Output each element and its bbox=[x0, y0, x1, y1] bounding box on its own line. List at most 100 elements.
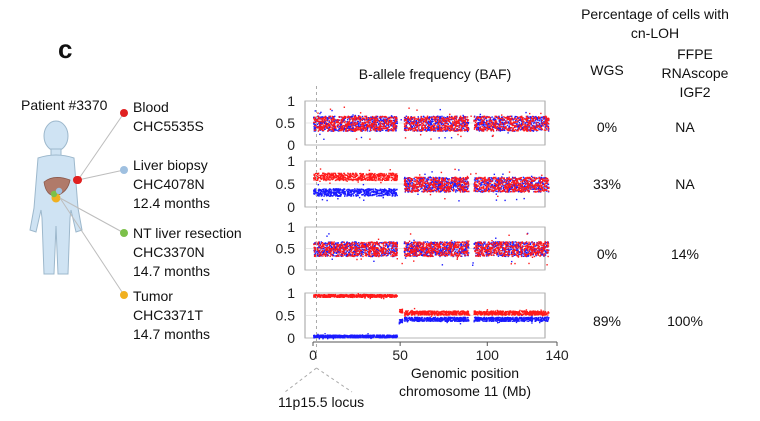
baf-point bbox=[342, 189, 345, 191]
baf-point bbox=[317, 112, 319, 114]
baf-point bbox=[485, 122, 487, 124]
baf-point bbox=[376, 115, 379, 118]
baf-point bbox=[358, 118, 360, 121]
baf-point bbox=[317, 178, 319, 180]
baf-point bbox=[342, 178, 344, 181]
baf-point bbox=[369, 175, 371, 177]
baf-point bbox=[319, 128, 321, 131]
baf-point bbox=[329, 173, 331, 176]
baf-point bbox=[347, 128, 350, 130]
baf-point bbox=[440, 128, 442, 130]
baf-point bbox=[396, 194, 398, 197]
baf-point bbox=[460, 117, 463, 119]
baf-point bbox=[429, 176, 431, 178]
baf-point bbox=[343, 191, 345, 193]
baf-point bbox=[320, 126, 323, 129]
baf-point bbox=[393, 190, 396, 192]
baf-point bbox=[494, 180, 497, 182]
sample-label-blood: Blood CHC5535S bbox=[133, 98, 204, 136]
baf-point bbox=[448, 121, 451, 123]
baf-point bbox=[387, 130, 389, 132]
baf-point bbox=[374, 179, 376, 182]
baf-point bbox=[370, 116, 372, 118]
baf-point bbox=[392, 122, 394, 125]
baf-point bbox=[385, 121, 388, 123]
baf-point bbox=[444, 127, 446, 129]
baf-point bbox=[543, 120, 545, 123]
baf-point bbox=[491, 128, 493, 131]
baf-point bbox=[328, 175, 331, 178]
baf-point bbox=[321, 129, 324, 131]
baf-point bbox=[392, 126, 395, 128]
baf-point bbox=[504, 122, 506, 124]
baf-point bbox=[329, 117, 331, 119]
baf-point bbox=[515, 120, 517, 123]
baf-point bbox=[420, 118, 422, 120]
baf-point bbox=[384, 125, 387, 128]
baf-point bbox=[427, 121, 430, 123]
baf-point bbox=[346, 180, 348, 182]
baf-point bbox=[475, 123, 478, 125]
baf-point bbox=[512, 129, 514, 131]
baf-point bbox=[455, 118, 458, 121]
baf-point bbox=[418, 123, 421, 126]
baf-point bbox=[360, 174, 363, 176]
baf-point bbox=[424, 124, 426, 127]
wgs-header: WGS bbox=[590, 62, 624, 78]
baf-point bbox=[466, 130, 469, 133]
ffpe-pct-liver-biopsy: NA bbox=[675, 176, 695, 192]
baf-point bbox=[543, 177, 546, 179]
baf-point bbox=[336, 124, 339, 127]
baf-point bbox=[320, 111, 322, 114]
baf-point bbox=[349, 117, 351, 120]
baf-point bbox=[486, 180, 488, 182]
baf-point bbox=[314, 121, 316, 124]
sample-time: 12.4 months bbox=[133, 195, 211, 211]
baf-point bbox=[409, 123, 412, 126]
baf-point bbox=[367, 118, 370, 121]
baf-point bbox=[480, 118, 482, 120]
baf-point bbox=[533, 121, 535, 124]
baf-point bbox=[313, 128, 316, 130]
baf-point bbox=[394, 177, 397, 179]
baf-point bbox=[339, 194, 342, 196]
baf-point bbox=[333, 192, 336, 194]
baf-point bbox=[392, 119, 395, 122]
baf-point bbox=[384, 127, 386, 130]
baf-point bbox=[450, 117, 452, 119]
baf-point bbox=[345, 189, 348, 191]
baf-point bbox=[521, 121, 523, 123]
baf-point bbox=[352, 124, 354, 127]
baf-point bbox=[530, 129, 532, 131]
baf-point bbox=[426, 122, 428, 124]
sample-time: 14.7 months bbox=[133, 263, 211, 279]
baf-point bbox=[385, 174, 387, 176]
baf-point bbox=[326, 189, 329, 192]
baf-point bbox=[524, 179, 527, 182]
baf-point bbox=[434, 189, 437, 192]
baf-point bbox=[383, 118, 386, 121]
baf-point bbox=[348, 121, 350, 124]
baf-point bbox=[474, 121, 477, 123]
baf-point bbox=[387, 121, 390, 123]
baf-point bbox=[495, 193, 498, 195]
wgs-pct-tumor: 89% bbox=[592, 313, 622, 329]
baf-point bbox=[505, 126, 507, 128]
baf-point bbox=[450, 122, 452, 124]
baf-point bbox=[331, 121, 334, 123]
baf-point bbox=[380, 128, 382, 130]
baf-point bbox=[323, 128, 326, 131]
baf-point bbox=[327, 194, 330, 196]
baf-point bbox=[371, 118, 373, 120]
baf-point bbox=[371, 172, 374, 175]
baf-point bbox=[382, 127, 384, 130]
baf-point bbox=[512, 184, 515, 187]
baf-point bbox=[356, 188, 358, 190]
baf-point bbox=[340, 120, 343, 122]
baf-point bbox=[455, 123, 457, 126]
baf-point bbox=[395, 122, 397, 125]
baf-point bbox=[345, 125, 348, 127]
baf-point bbox=[465, 118, 467, 121]
baf-point bbox=[387, 179, 390, 181]
baf-point bbox=[527, 116, 530, 119]
